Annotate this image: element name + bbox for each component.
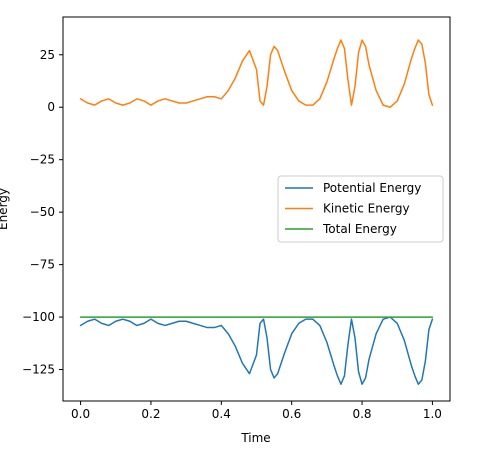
y-tick-label: 0 <box>47 100 55 114</box>
x-tick-label: 0.0 <box>71 407 90 421</box>
legend-label-potential-energy: Potential Energy <box>323 181 421 195</box>
y-tick-label: −75 <box>30 258 55 272</box>
legend: Potential Energy Kinetic Energy Total Ener… <box>277 175 444 243</box>
axis-ticks: 0.0 0.2 0.4 0.6 0.8 1.0 25 0 −25 −50 −75 −100 −125 <box>22 48 442 421</box>
x-tick-label: 0.2 <box>141 407 160 421</box>
x-tick-label: 0.4 <box>212 407 231 421</box>
y-tick-label: −100 <box>22 310 55 324</box>
x-axis-label: Time <box>240 431 270 445</box>
legend-label-kinetic-energy: Kinetic Energy <box>323 202 410 216</box>
y-axis-label: Energy <box>0 188 10 230</box>
x-tick-label: 0.6 <box>282 407 301 421</box>
legend-box <box>277 175 444 243</box>
y-tick-label: 25 <box>40 48 55 62</box>
plot-area <box>79 39 434 385</box>
series-line-potential-energy <box>79 316 434 385</box>
x-tick-label: 1.0 <box>423 407 442 421</box>
x-tick-label: 0.8 <box>352 407 371 421</box>
axes-frame <box>62 16 451 402</box>
y-tick-label: −50 <box>30 205 55 219</box>
legend-label-total-energy: Total Energy <box>322 222 397 236</box>
series-line-kinetic-energy <box>79 39 434 108</box>
y-tick-label: −25 <box>30 153 55 167</box>
y-tick-label: −125 <box>22 363 55 377</box>
